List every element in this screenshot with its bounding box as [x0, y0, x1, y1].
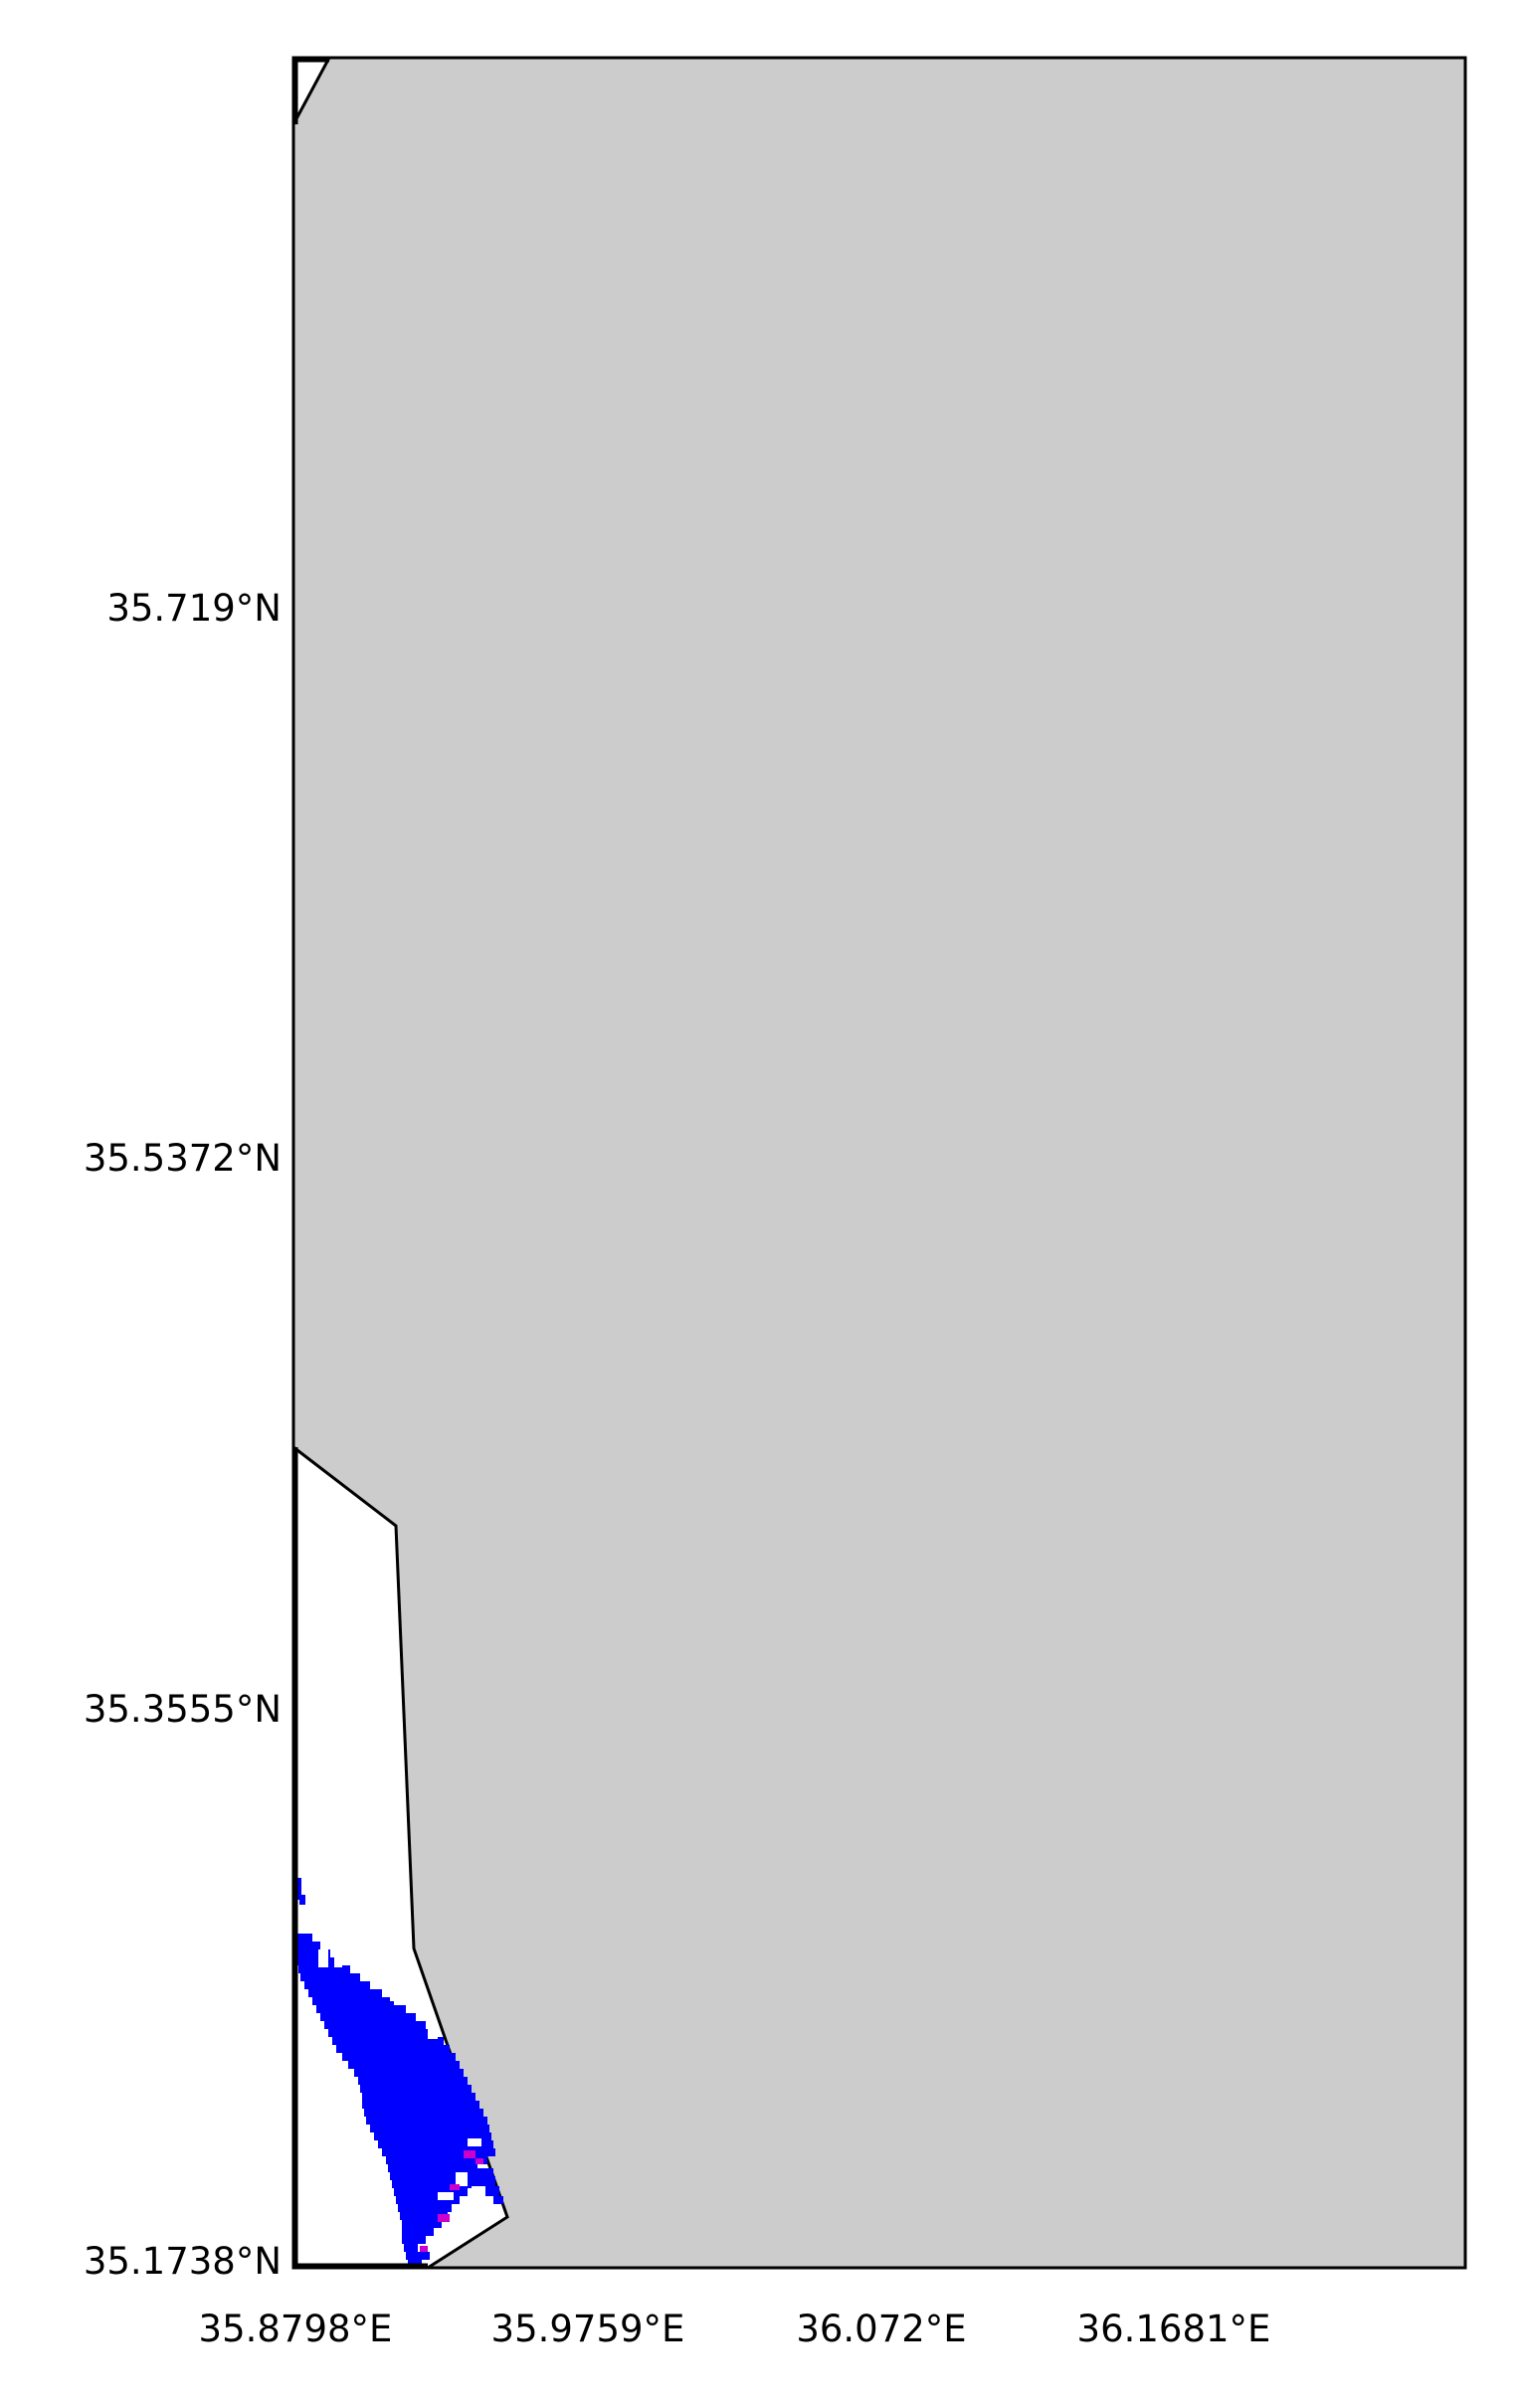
observation-gap	[438, 2192, 454, 2200]
observation-cell	[298, 1965, 350, 1973]
observation-cell	[378, 2140, 493, 2148]
observation-cell	[394, 2188, 468, 2196]
observation-cell	[472, 2176, 495, 2186]
observation-cell	[304, 1981, 370, 1989]
observation-cell	[370, 2125, 489, 2132]
observation-cell	[308, 1989, 382, 1997]
observation-cell	[342, 2053, 456, 2061]
observation-cell	[320, 2013, 416, 2021]
lat-tick-label: 35.1738°N	[84, 2240, 282, 2283]
observation-cell	[382, 2148, 495, 2156]
observation-cell	[324, 2021, 426, 2029]
lat-tick-label: 35.719°N	[106, 587, 282, 630]
observation-cell	[402, 2228, 434, 2236]
observation-cell	[392, 2180, 472, 2188]
observation-cell	[296, 1949, 330, 1957]
observation-cell	[316, 2005, 406, 2013]
observation-cell	[299, 1895, 305, 1905]
observation-gap	[334, 1955, 342, 1967]
observation-cell-high	[450, 2184, 460, 2190]
lon-tick-label: 36.072°E	[796, 2308, 966, 2350]
observation-cell	[396, 2196, 460, 2204]
lon-tick-label: 36.1681°E	[1077, 2308, 1271, 2350]
observation-cell	[400, 2212, 448, 2220]
observation-gap	[456, 2172, 468, 2186]
observation-gap	[468, 2138, 481, 2146]
observation-cell	[336, 2045, 450, 2053]
observation-cell	[402, 2220, 442, 2228]
observation-cell	[360, 2085, 472, 2093]
observation-cell	[312, 1997, 394, 2005]
observation-cell	[328, 2029, 436, 2037]
observation-gap	[428, 2029, 438, 2039]
lat-tick-label: 35.5372°N	[84, 1137, 282, 1180]
observation-gap	[390, 1993, 404, 2001]
observation-cell	[468, 2168, 493, 2176]
observation-cell	[485, 2186, 499, 2196]
observation-cell	[348, 2061, 460, 2069]
observation-cell	[295, 1878, 301, 1900]
observation-cell	[364, 2109, 483, 2117]
observation-cell	[493, 2196, 503, 2204]
observation-cell	[404, 2244, 418, 2252]
lat-tick-label: 35.3555°N	[84, 1688, 282, 1731]
observation-cell	[362, 2101, 479, 2109]
observation-cell	[386, 2156, 487, 2164]
observation-cell	[406, 2252, 430, 2260]
latitude-axis: 35.719°N 35.5372°N 35.3555°N 35.1738°N	[84, 587, 282, 2283]
observation-cell-high	[475, 2158, 483, 2164]
land-area	[293, 58, 1465, 2268]
observation-gap	[318, 1949, 328, 1967]
observation-cell	[366, 2117, 487, 2125]
observation-cell	[374, 2132, 491, 2140]
observation-cell	[300, 1973, 360, 1981]
observation-cell-high	[464, 2150, 475, 2158]
map-plot-area	[291, 56, 1467, 2270]
observation-cell	[332, 2037, 444, 2045]
longitude-axis: 35.8798°E 35.9759°E 36.072°E 36.1681°E	[199, 2308, 1271, 2350]
observation-cells	[295, 1878, 503, 2268]
lon-tick-label: 35.9759°E	[491, 2308, 685, 2350]
observation-cell	[390, 2172, 475, 2180]
observation-cell	[296, 1934, 312, 1942]
map-frame	[291, 56, 1467, 2270]
observation-cell	[354, 2069, 464, 2077]
observation-gap	[370, 1977, 382, 1987]
observation-cell-high	[438, 2214, 450, 2222]
observation-cell-high	[420, 2246, 428, 2252]
lon-tick-label: 35.8798°E	[199, 2308, 393, 2350]
observation-cell	[358, 2077, 468, 2085]
observation-cell	[388, 2164, 477, 2172]
observation-cell	[402, 2236, 426, 2244]
observation-cell	[296, 1942, 320, 1949]
observation-cell	[398, 2204, 452, 2212]
observation-cell	[362, 2093, 475, 2101]
